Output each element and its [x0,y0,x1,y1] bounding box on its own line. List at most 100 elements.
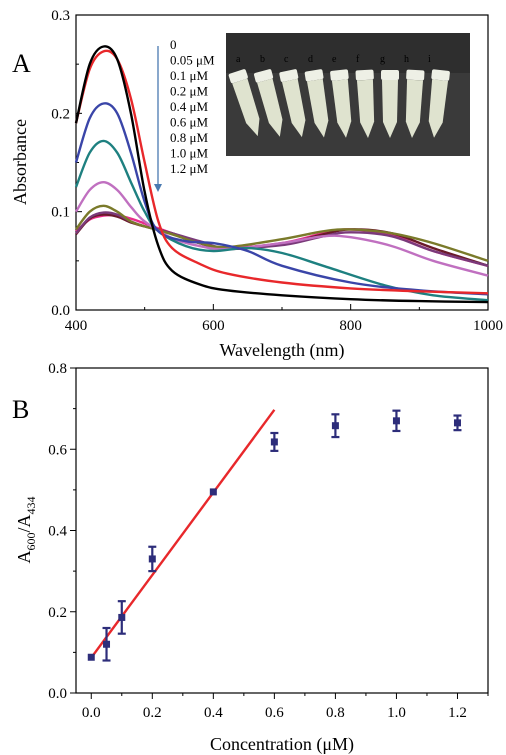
tube-letter: e [332,54,337,65]
point-marker [209,488,217,496]
inset-tubes-group: a b c d e f g h i [228,54,450,138]
tube-cap [253,69,274,83]
tube-a [228,69,260,137]
y-tick-label: 0.0 [51,303,70,319]
x-tick-label: 800 [339,318,362,334]
tube-letter: d [308,54,313,65]
tube-cap [279,69,299,82]
tube-g [381,70,399,138]
x-tick-label: 0.4 [204,705,223,721]
point-marker [87,653,95,661]
tube-f [355,69,375,138]
legend-arrow-head-icon [154,184,162,192]
spectrum-line-0.05M [74,49,489,295]
data-point [209,488,217,496]
legend-label: 0.1 μM [170,68,208,83]
panel-a-axes: 400 600 800 1000 0.0 0.1 0.2 0.3 [51,8,503,334]
spectrum-line-0 [74,45,489,304]
x-tick-label: 0.6 [265,705,284,721]
panel-a-x-axis-label: Wavelength (nm) [219,340,344,361]
x-tick-label: 400 [65,318,88,334]
y-tick-label: 0.1 [51,205,70,221]
tube-body [382,80,398,138]
point-marker [148,555,156,563]
legend-items: 00.05 μM0.1 μM0.2 μM0.4 μM0.6 μM0.8 μM1.… [170,37,215,176]
spectrum-line-0.1M [74,102,489,296]
tube-letter: g [380,54,385,65]
tube-body [232,78,260,137]
tube-letter: h [404,54,409,65]
panel-a-series-lines [74,45,489,304]
panel-b-x-axis-label: Concentration (μM) [210,734,354,755]
panel-b-calibration-chart: B 0.0 0.2 0.4 0.6 0.8 1.0 1.2 0.0 0.2 0.4 0.6 0.8 C… [12,361,489,755]
data-point [331,413,340,439]
panel-a-y-axis-label: Absorbance [10,119,30,205]
data-point [102,626,111,662]
panel-a-label: A [12,49,31,78]
tube-cap [228,69,248,84]
panel-b-plot-frame [75,367,489,694]
panel-b-y-axis-label: A600/A434 [14,497,38,564]
x-tick-label: 0.0 [82,705,101,721]
tube-cap [431,69,450,81]
tube-cap [381,70,399,80]
data-point [148,545,157,573]
legend-label: 0.6 μM [170,115,208,130]
panel-b-data-points [87,409,462,662]
tube-body [428,79,449,138]
panel-b-label: B [12,395,29,424]
tube-body [306,78,329,138]
panel-b-axes: 0.0 0.2 0.4 0.6 0.8 1.0 1.2 0.0 0.2 0.4 0.6 0.8 [48,361,489,721]
tube-body [405,79,424,138]
tube-body [331,79,352,138]
y-tick-label: 0.2 [48,605,67,621]
legend-label: 0 [170,37,177,52]
tube-cap [330,69,349,81]
legend-label: 0.05 μM [170,53,215,68]
legend-label: 0.8 μM [170,130,208,145]
data-point [453,414,462,432]
tube-letter: b [260,54,265,65]
tube-b [253,69,283,137]
point-marker [392,417,400,425]
point-marker [331,422,339,430]
x-tick-label: 0.8 [326,705,345,721]
x-tick-label: 1.2 [448,705,467,721]
tube-cap [304,69,324,82]
legend-label: 1.0 μM [170,146,208,161]
tube-i [428,69,450,138]
tube-letter: c [284,54,289,65]
panel-a-legend: 00.05 μM0.1 μM0.2 μM0.4 μM0.6 μM0.8 μM1.… [154,37,215,192]
point-marker [118,613,126,621]
legend-label: 0.2 μM [170,84,208,99]
tube-body [257,78,283,137]
spectrum-line-0.2M [74,139,489,302]
point-marker [453,419,461,427]
legend-label: 0.4 μM [170,99,208,114]
tube-h [405,69,425,138]
x-tick-label: 600 [202,318,225,334]
x-tick-label: 1.0 [387,705,406,721]
y-tick-label: 0.0 [48,686,67,702]
data-point [117,600,126,635]
tube-cap [355,69,374,81]
tube-e [330,69,352,138]
y-tick-label: 0.6 [48,442,67,458]
tube-d [304,69,329,138]
y-tick-label: 0.4 [48,524,67,540]
y-tick-label: 0.2 [51,106,70,122]
data-point [270,431,279,452]
y-tick-label: 0.8 [48,361,67,377]
inset-photo-shadow [226,33,470,73]
inset-photo-tubes: a b c d e f g h i [226,33,470,156]
data-point [392,409,401,433]
panel-a-spectra-chart: A 400 600 800 1000 0.0 0.1 0.2 0.3 Wavelength (… [10,8,503,361]
tube-letter: a [236,54,241,65]
spectrum-line-0.4M [74,180,489,277]
x-tick-label: 1000 [473,318,503,334]
tube-c [279,69,306,138]
x-tick-label: 0.2 [143,705,162,721]
y-tick-label: 0.3 [51,8,70,24]
legend-label: 1.2 μM [170,161,208,176]
